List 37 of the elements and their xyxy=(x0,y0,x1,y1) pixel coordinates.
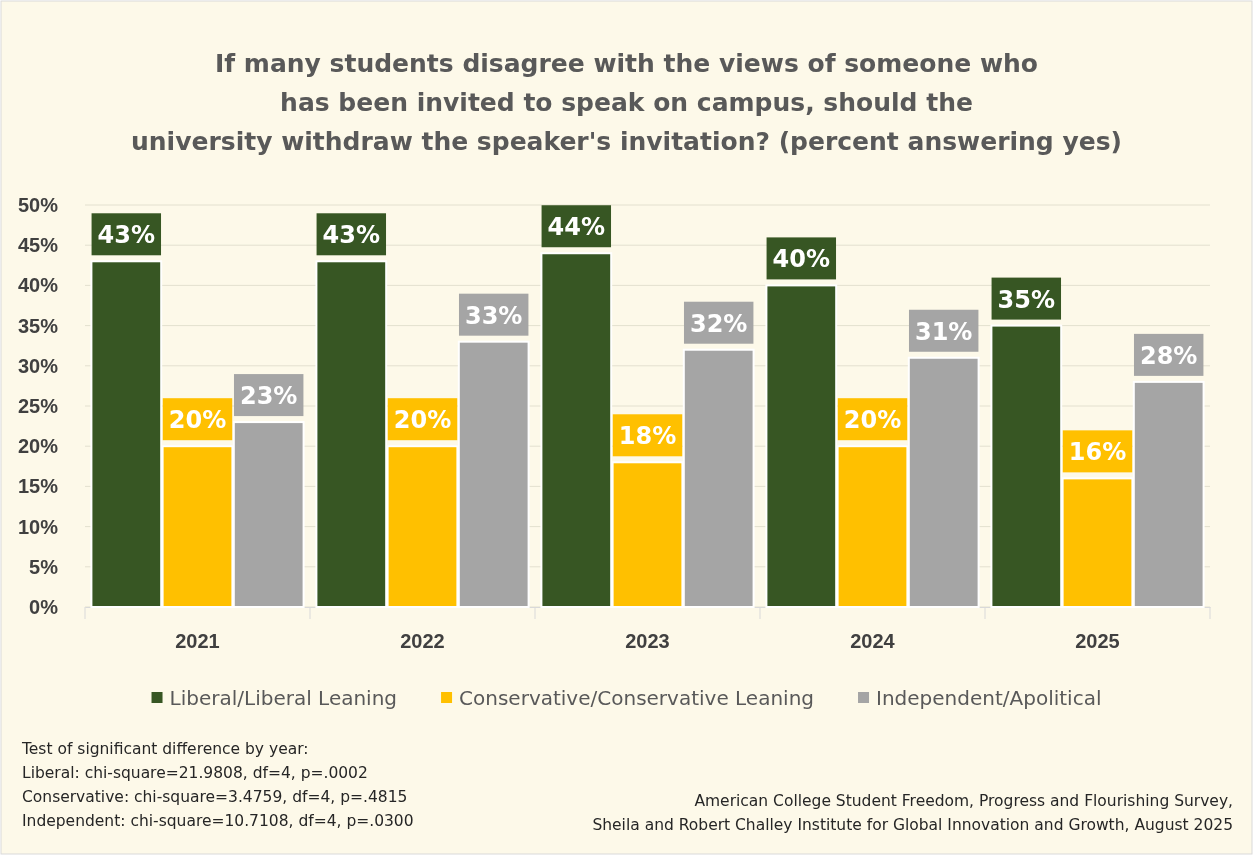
data-label: 33% xyxy=(464,301,523,330)
chart-title: If many students disagree with the views of someone who has been invited to speak on campus, should the university withdraw the speaker's invitation? (percent answering yes) xyxy=(131,49,1122,156)
y-tick-label: 35% xyxy=(17,314,59,337)
data-label: 20% xyxy=(168,406,227,435)
data-label: 35% xyxy=(997,285,1056,314)
text: Test of significant difference by year: Liberal: chi-square=21.9808, df=4, p=.0002 Conservative: chi-square=3.4759, df=4, p=.4815 Independent: chi-square=10.7108, df=4, p=.0300 xyxy=(21,740,414,830)
text: American College Student Freedom, Progress and Flourishing Survey, Sheila and Robert Challey Institute for Global Innovation and Growth, August 2025 xyxy=(592,792,1233,834)
legend-label: Liberal/Liberal Leaning xyxy=(169,686,398,710)
data-label: 44% xyxy=(547,213,606,242)
x-tick-label: 2021 xyxy=(175,630,220,652)
data-label: 43% xyxy=(97,221,156,250)
y-tick-label: 40% xyxy=(17,274,59,297)
data-label: 32% xyxy=(689,309,748,338)
y-tick-label: 30% xyxy=(17,354,59,377)
data-label: 43% xyxy=(322,221,381,250)
y-tick-label: 15% xyxy=(17,475,59,498)
data-label: 23% xyxy=(239,382,298,411)
x-tick-label: 2024 xyxy=(850,630,896,652)
y-tick-label: 50% xyxy=(17,193,59,216)
x-tick-label: 2023 xyxy=(625,630,670,652)
data-label: 16% xyxy=(1068,438,1127,467)
data-label: 28% xyxy=(1139,341,1198,370)
data-label: 20% xyxy=(843,406,902,435)
data-label: 20% xyxy=(393,406,452,435)
y-tick-label: 10% xyxy=(17,515,59,538)
x-tick-label: 2025 xyxy=(1075,630,1120,652)
x-tick-label: 2022 xyxy=(400,630,445,652)
legend-label: Conservative/Conservative Leaning xyxy=(459,686,815,710)
data-label: 40% xyxy=(772,245,831,274)
y-tick-label: 20% xyxy=(17,435,59,458)
y-tick-label: 5% xyxy=(29,555,59,578)
y-tick-label: 25% xyxy=(17,394,59,417)
y-tick-label: 0% xyxy=(29,595,59,618)
data-label: 18% xyxy=(618,422,677,451)
data-label: 31% xyxy=(914,317,973,346)
y-tick-label: 45% xyxy=(17,234,59,257)
legend-label: Independent/Apolitical xyxy=(876,686,1102,710)
